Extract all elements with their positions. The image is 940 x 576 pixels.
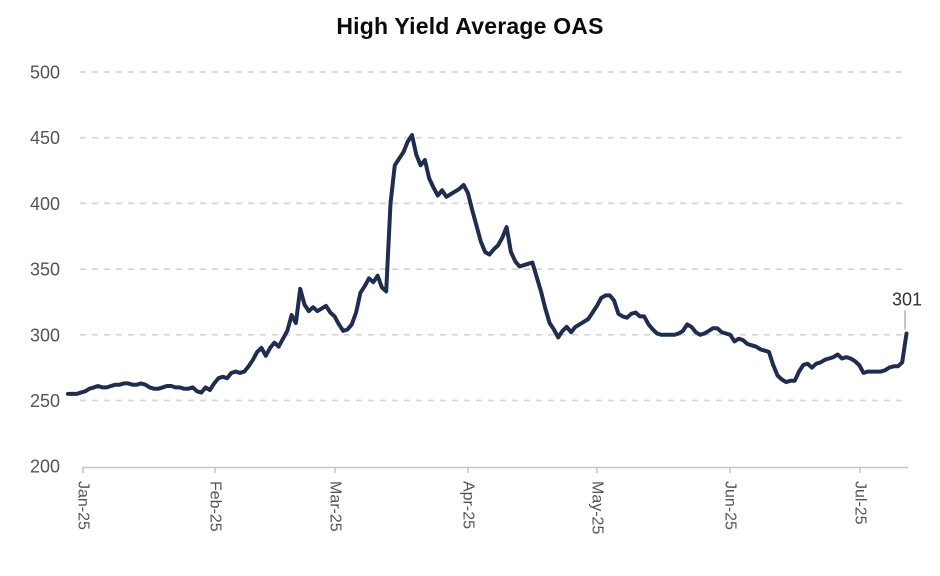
x-axis-label: Jul-25 [851,481,868,525]
x-axis-label: Apr-25 [459,481,476,529]
x-axis-label: May-25 [589,481,606,534]
y-axis-label: 250 [30,391,60,411]
last-value-label: 301 [892,289,922,309]
y-axis-label: 450 [30,128,60,148]
oas-line-series [66,133,909,396]
chart-title: High Yield Average OAS [336,13,604,39]
x-axis-label: Mar-25 [326,481,343,532]
y-axis-label: 300 [30,325,60,345]
y-axis-label: 350 [30,260,60,280]
y-axis-label: 400 [30,194,60,214]
x-axis-label: Feb-25 [206,481,223,532]
x-axis-label: Jun-25 [721,481,738,530]
x-axis-label: Jan-25 [75,481,92,530]
y-axis-label: 500 [30,63,60,83]
y-axis-label: 200 [30,457,60,477]
